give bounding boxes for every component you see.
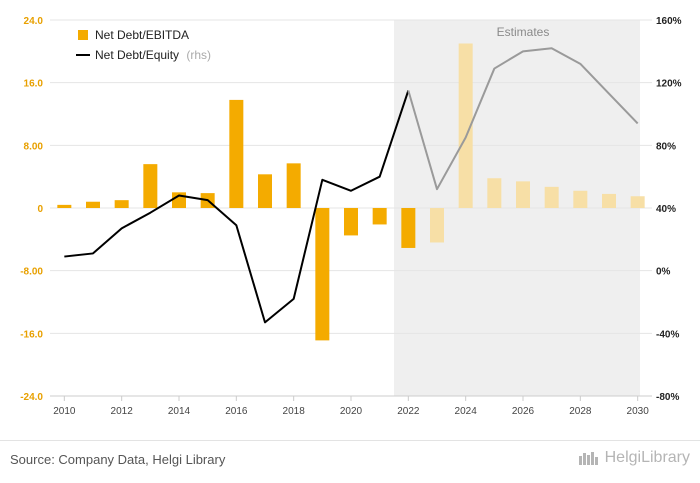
left-axis-ticks: -24.0 -16.0 -8.00 0 8.00 16.0 24.0 [20,16,43,403]
bar-2023 [430,208,444,243]
legend-label-net-debt-ebitda: Net Debt/EBITDA [95,28,189,42]
bar-2018 [286,163,301,208]
left-tick-label: -24.0 [20,392,43,403]
x-tick-label: 2014 [168,406,191,417]
right-tick-label: 120% [656,79,682,90]
estimates-label: Estimates [497,25,550,39]
left-tick-label: -16.0 [20,329,43,340]
bar-2024 [458,43,473,208]
x-tick-label: 2022 [397,406,420,417]
bar-2028 [573,190,588,208]
bar-2029 [602,193,616,208]
left-tick-label: 24.0 [24,16,44,27]
left-tick-label: -8.00 [20,267,43,278]
legend-label-net-debt-equity-name: Net Debt/Equity [95,48,179,62]
x-tick-label: 2018 [283,406,306,417]
legend-swatch-net-debt-ebitda [78,30,88,40]
x-axis-ticks: 2010 2012 2014 2016 2018 2020 2022 2024 2026 2028… [50,395,652,417]
x-tick-label: 2016 [225,406,248,417]
right-tick-label: 40% [656,204,676,215]
brand-logo: HelgiLibrary [578,449,690,467]
bar-2017 [258,174,272,208]
legend-label-net-debt-equity: Net Debt/Equity (rhs) [95,48,211,62]
bar-series-net-debt-ebitda [57,43,645,341]
bar-2025 [487,178,502,208]
bar-2012 [114,200,129,208]
bar-2021 [372,208,387,225]
library-icon [578,452,598,465]
left-tick-label: 16.0 [24,79,44,90]
bar-2019 [315,208,330,341]
bar-2013 [143,164,158,208]
x-tick-label: 2020 [340,406,363,417]
line-series-net-debt-equity [64,47,639,324]
x-tick-label: 2030 [627,406,650,417]
legend-label-rhs-suffix: (rhs) [186,48,211,62]
brand-name: HelgiLibrary [604,449,690,466]
x-tick-label: 2012 [111,406,134,417]
bar-2010 [57,204,72,208]
line-estimate [407,47,639,191]
right-tick-label: -40% [656,329,679,340]
x-tick-label: 2010 [53,406,76,417]
bar-2022 [401,208,416,248]
bar-2016 [229,99,244,208]
x-tick-label: 2024 [455,406,478,417]
combo-chart: Estimates -24.0 -16.0 -8.00 0 8.00 16.0 24.0 -… [20,16,682,417]
right-tick-label: 80% [656,141,676,152]
bar-2026 [516,181,530,208]
right-axis-ticks: -80% -40% 0% 40% 80% 120% 160% [656,16,682,403]
bar-2011 [86,201,100,208]
left-tick-label: 8.00 [24,141,44,152]
line-actual [64,90,410,324]
chart-container: Estimates -24.0 -16.0 -8.00 0 8.00 16.0 24.0 -… [20,16,682,417]
legend: Net Debt/EBITDA Net Debt/Equity (rhs) [76,28,211,62]
bar-2020 [344,208,358,236]
right-tick-label: 160% [656,16,682,27]
footer-divider [0,440,700,441]
left-tick-label: 0 [37,204,43,215]
source-note: Source: Company Data, Helgi Library [10,452,226,467]
bar-2030 [630,196,645,208]
x-tick-label: 2028 [569,406,592,417]
right-tick-label: 0% [656,267,671,278]
right-tick-label: -80% [656,392,679,403]
x-tick-label: 2026 [512,406,535,417]
bar-2027 [544,186,559,208]
